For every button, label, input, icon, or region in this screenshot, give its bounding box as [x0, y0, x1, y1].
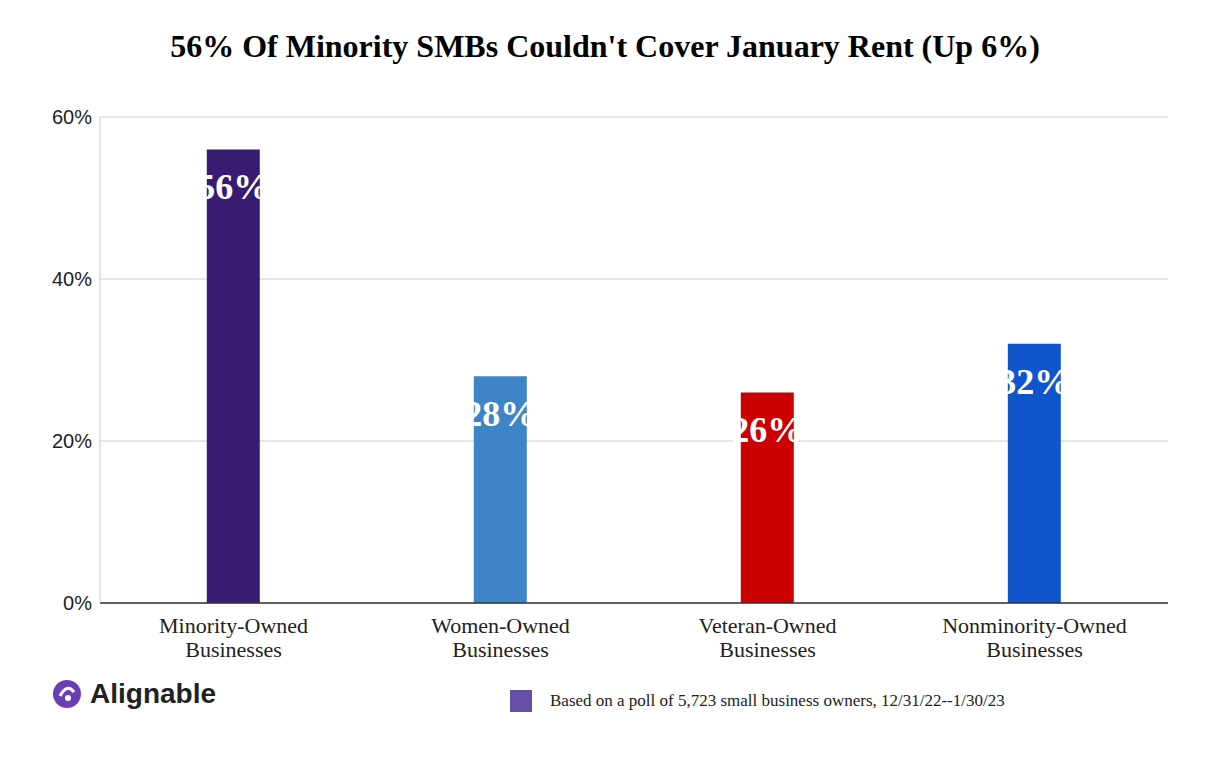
- html-text:56% Of Minority SMBs Couldn't: 56% Of Minority SMBs Couldn't Cover Janu…: [170, 28, 1040, 64]
- svg-text:Businesses: Businesses: [986, 637, 1083, 662]
- svg-text:Veteran-Owned: Veteran-Owned: [698, 613, 836, 638]
- svg-text:40%: 40%: [52, 268, 92, 290]
- svg-text:Businesses: Businesses: [185, 637, 282, 662]
- svg-text:26%: 26%: [731, 410, 803, 450]
- svg-text:28%: 28%: [464, 394, 536, 434]
- svg-text:Businesses: Businesses: [719, 637, 816, 662]
- svg-text:Businesses: Businesses: [452, 637, 549, 662]
- svg-text:60%: 60%: [52, 106, 92, 128]
- svg-text:Minority-Owned: Minority-Owned: [159, 613, 308, 638]
- svg-text:Nonminority-Owned: Nonminority-Owned: [942, 613, 1127, 638]
- svg-text:32%: 32%: [998, 362, 1070, 402]
- svg-text:20%: 20%: [52, 430, 92, 452]
- svg-text:Women-Owned: Women-Owned: [431, 613, 570, 638]
- svg-text:0%: 0%: [63, 592, 92, 614]
- svg-text:56%: 56%: [197, 167, 269, 207]
- html-text:Based on a poll of 5,723 small: Based on a poll of 5,723 small business …: [550, 691, 1005, 710]
- html-text:Alignable: Alignable: [90, 678, 216, 709]
